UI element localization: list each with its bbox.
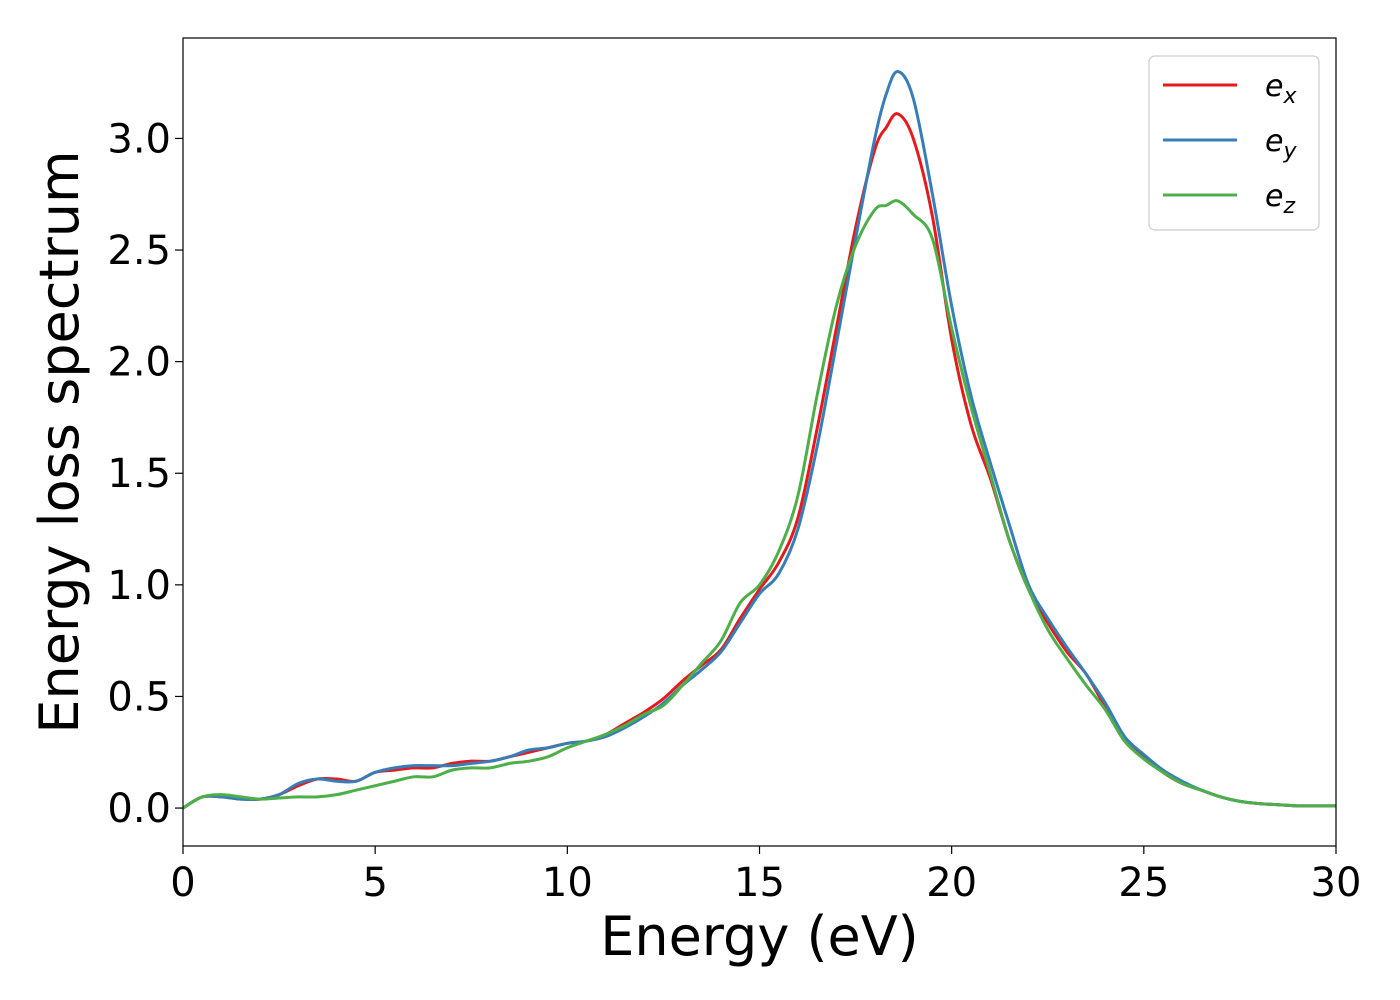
y-tick-label: 2.0 <box>107 340 171 386</box>
x-tick-label: 25 <box>1118 860 1169 906</box>
y-axis-label: Energy loss spectrum <box>28 150 91 733</box>
y-tick-label: 0.0 <box>107 786 171 832</box>
x-tick-label: 5 <box>362 860 387 906</box>
x-axis-label: Energy (eV) <box>600 905 919 968</box>
y-tick-label: 3.0 <box>107 116 171 162</box>
y-axis-ticks: 0.0 0.5 1.0 1.5 2.0 2.5 3.0 <box>107 116 183 832</box>
x-tick-label: 30 <box>1311 860 1362 906</box>
series-line-ey <box>183 69 1336 810</box>
y-tick-label: 2.5 <box>107 228 171 274</box>
series-layer <box>183 69 1336 810</box>
y-tick-label: 1.5 <box>107 451 171 497</box>
series-line-ez <box>183 199 1336 810</box>
y-tick-label: 1.0 <box>107 563 171 609</box>
legend-label-ez: ez <box>1265 179 1295 219</box>
x-tick-label: 15 <box>734 860 785 906</box>
x-tick-label: 10 <box>542 860 593 906</box>
x-tick-label: 0 <box>170 860 195 906</box>
y-tick-label: 0.5 <box>107 674 171 720</box>
legend-box <box>1148 55 1320 231</box>
x-tick-label: 20 <box>926 860 977 906</box>
x-axis-ticks: 0 5 10 15 20 25 30 <box>170 846 1361 906</box>
